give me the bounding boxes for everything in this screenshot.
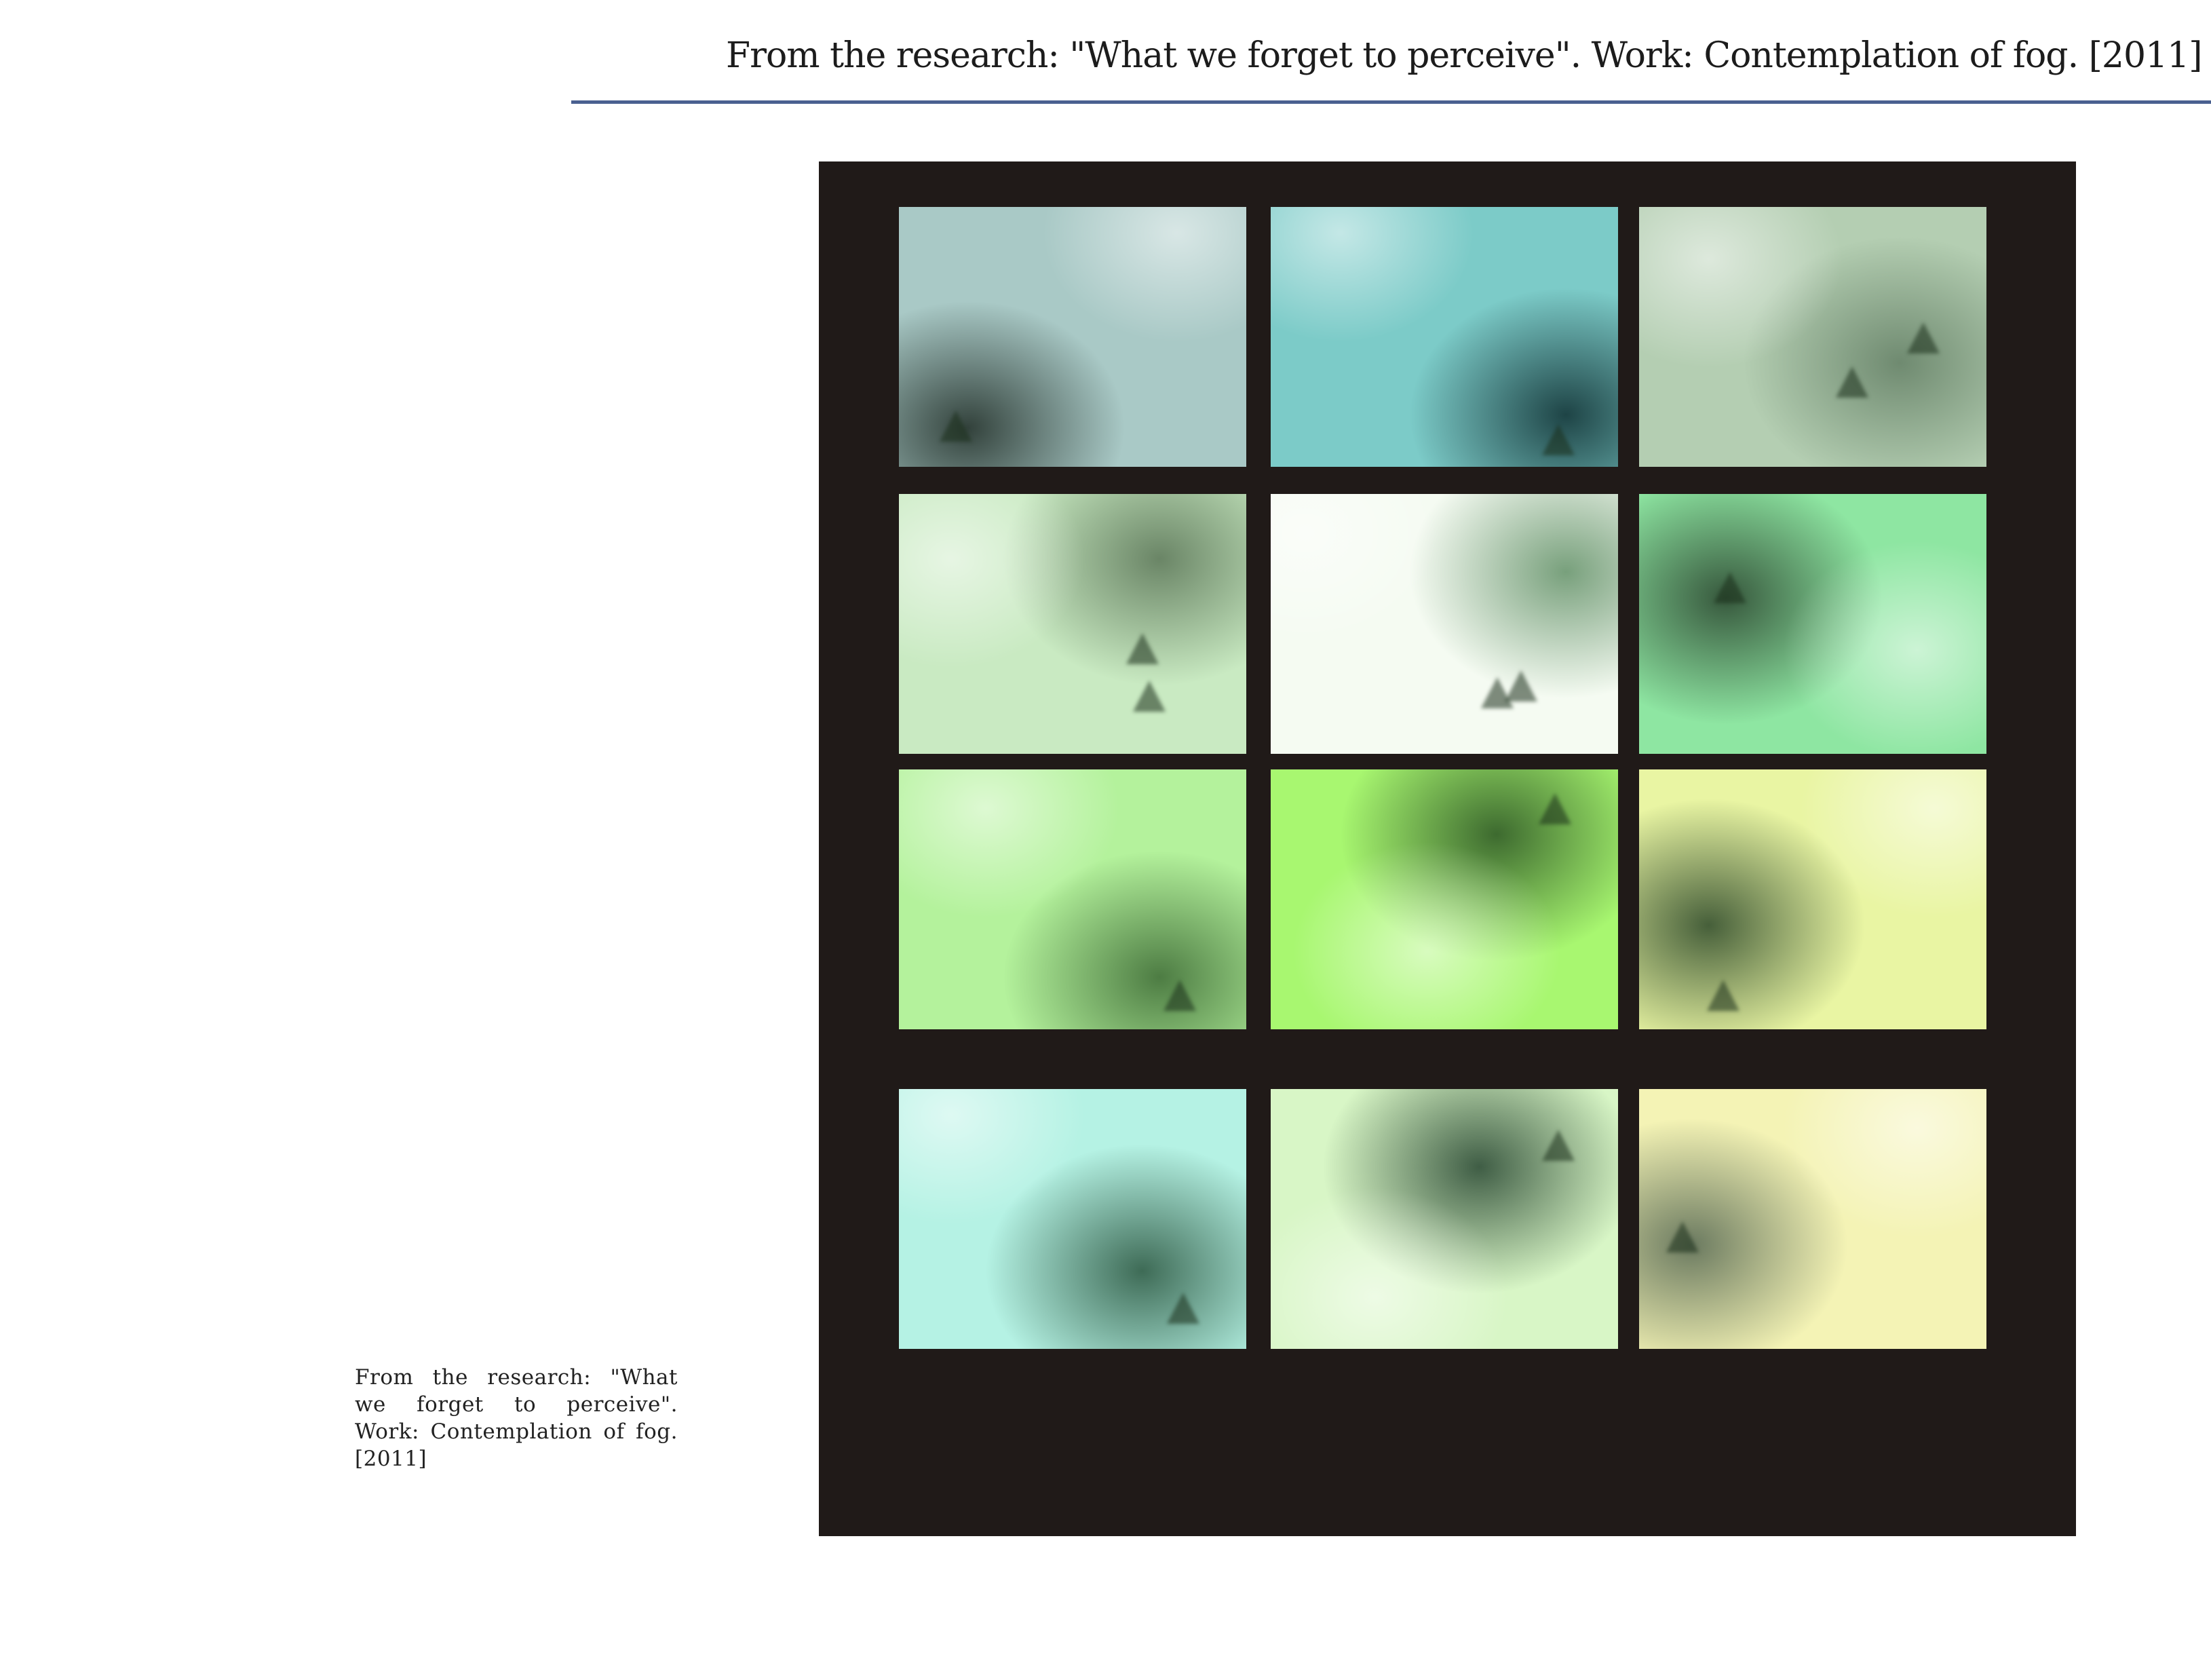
fog-shading — [1639, 769, 1986, 1029]
title-divider — [571, 100, 2211, 104]
fog-silhouette — [940, 411, 972, 442]
fog-shading — [1271, 1089, 1618, 1349]
page-title: From the research: "What we forget to pe… — [726, 35, 2203, 76]
fog-silhouette — [1714, 572, 1746, 603]
fog-silhouette — [1164, 980, 1196, 1011]
fog-silhouette — [1907, 322, 1940, 354]
fog-shading — [1271, 207, 1618, 467]
photo-board — [819, 161, 2076, 1536]
fog-silhouette — [1505, 670, 1537, 702]
fog-silhouette — [1836, 366, 1868, 398]
fog-photo-r1c1 — [899, 207, 1246, 467]
fog-photo-r2c1 — [899, 494, 1246, 754]
fog-photo-r3c2 — [1271, 769, 1618, 1029]
fog-silhouette — [1542, 424, 1575, 455]
figure-caption: From the research: "What we forget to pe… — [355, 1365, 678, 1471]
fog-shading — [1639, 494, 1986, 754]
fog-shading — [899, 494, 1246, 754]
fog-photo-r3c1 — [899, 769, 1246, 1029]
fog-photo-r4c2 — [1271, 1089, 1618, 1349]
fog-photo-r1c3 — [1639, 207, 1986, 467]
fog-silhouette — [1167, 1293, 1199, 1324]
fog-silhouette — [1707, 980, 1739, 1011]
fog-shading — [1639, 1089, 1986, 1349]
fog-photo-r2c3 — [1639, 494, 1986, 754]
fog-photo-r1c2 — [1271, 207, 1618, 467]
fog-silhouette — [1133, 681, 1166, 712]
fog-photo-r2c2 — [1271, 494, 1618, 754]
fog-silhouette — [1666, 1221, 1699, 1253]
fog-silhouette — [1539, 793, 1571, 824]
fog-photo-r4c1 — [899, 1089, 1246, 1349]
fog-shading — [1271, 494, 1618, 754]
fog-photo-r3c3 — [1639, 769, 1986, 1029]
fog-photo-r4c3 — [1639, 1089, 1986, 1349]
fog-silhouette — [1542, 1130, 1575, 1161]
fog-silhouette — [1126, 633, 1159, 664]
